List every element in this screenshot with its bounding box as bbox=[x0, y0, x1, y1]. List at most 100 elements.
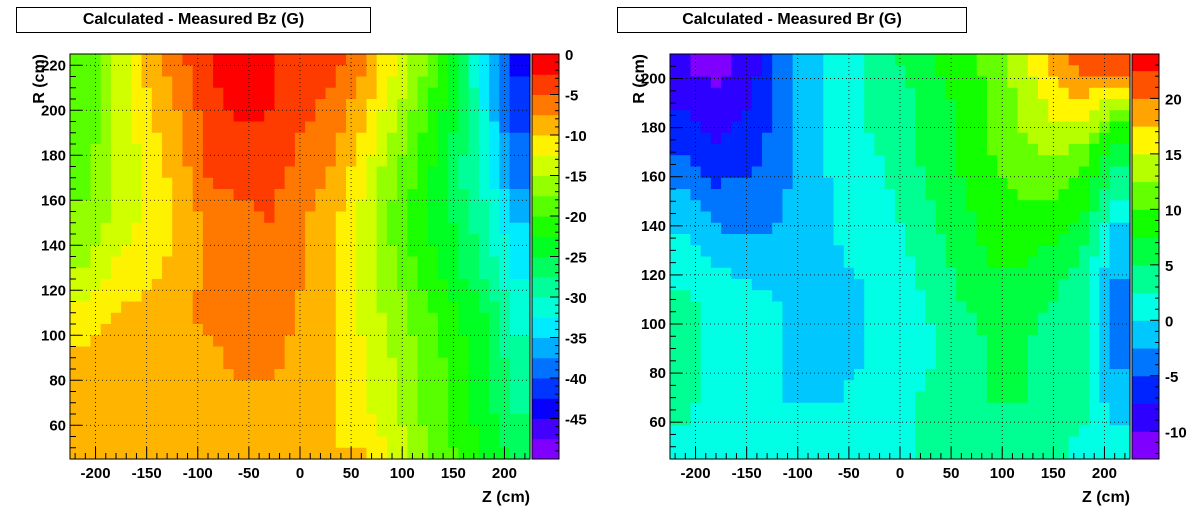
heatmap-cell bbox=[1109, 155, 1121, 168]
x-tick-label: -150 bbox=[732, 465, 762, 482]
heatmap-cell bbox=[448, 267, 460, 280]
heatmap-cell bbox=[751, 301, 763, 314]
heatmap-cell bbox=[1027, 301, 1039, 314]
heatmap-cell bbox=[956, 335, 968, 348]
heatmap-cell bbox=[915, 234, 927, 246]
heatmap-cell bbox=[997, 324, 1008, 336]
heatmap-cell bbox=[731, 211, 743, 224]
heatmap-cell bbox=[151, 110, 163, 123]
heatmap-cell bbox=[710, 380, 722, 393]
color-scale-band bbox=[1132, 375, 1159, 405]
heatmap-cell bbox=[864, 425, 876, 438]
heatmap-cell bbox=[274, 121, 286, 134]
heatmap-cell bbox=[407, 346, 419, 359]
heatmap-cell bbox=[427, 177, 439, 190]
heatmap-cell bbox=[151, 425, 163, 438]
heatmap-cell bbox=[925, 189, 937, 201]
heatmap-cell bbox=[202, 436, 214, 449]
heatmap-cell bbox=[802, 290, 814, 303]
heatmap-cell bbox=[946, 222, 957, 235]
heatmap-cell bbox=[751, 87, 763, 100]
heatmap-cell bbox=[376, 380, 388, 393]
heatmap-cell bbox=[1089, 391, 1100, 404]
heatmap-cell bbox=[1068, 279, 1080, 291]
heatmap-cell bbox=[1038, 132, 1049, 145]
heatmap-cell bbox=[751, 121, 763, 134]
heatmap-cell bbox=[151, 391, 163, 404]
heatmap-cell bbox=[905, 357, 916, 370]
heatmap-cell bbox=[925, 65, 937, 78]
heatmap-cell bbox=[710, 211, 722, 224]
heatmap-cell bbox=[192, 335, 204, 348]
heatmap-cell bbox=[100, 144, 112, 156]
heatmap-cell bbox=[1017, 301, 1029, 314]
heatmap-cell bbox=[325, 132, 337, 145]
heatmap-cell bbox=[468, 132, 480, 145]
heatmap-cell bbox=[192, 279, 204, 291]
heatmap-cell bbox=[284, 312, 296, 325]
heatmap-cell bbox=[182, 65, 194, 78]
heatmap-cell bbox=[151, 245, 163, 258]
heatmap-cell bbox=[233, 312, 245, 325]
heatmap-cell bbox=[1068, 369, 1080, 381]
x-axis-title: Z (cm) bbox=[1082, 489, 1130, 506]
heatmap-cell bbox=[223, 357, 235, 370]
heatmap-cell bbox=[121, 155, 132, 168]
heatmap-cell bbox=[151, 99, 163, 111]
heatmap-cell bbox=[1007, 166, 1019, 179]
heatmap-cell bbox=[1038, 166, 1049, 179]
heatmap-cell bbox=[751, 290, 763, 303]
heatmap-cell bbox=[1099, 121, 1111, 134]
heatmap-cell bbox=[700, 324, 712, 336]
heatmap-cell bbox=[710, 324, 722, 336]
heatmap-cell bbox=[264, 177, 276, 190]
heatmap-cell bbox=[1048, 222, 1060, 235]
heatmap-cell bbox=[366, 436, 378, 449]
heatmap-cell bbox=[833, 335, 845, 348]
heatmap-cell bbox=[284, 335, 296, 348]
heatmap-cell bbox=[254, 99, 265, 111]
heatmap-cell bbox=[223, 324, 235, 336]
heatmap-cell bbox=[864, 65, 876, 78]
heatmap-cell bbox=[315, 402, 327, 415]
heatmap-cell bbox=[1109, 436, 1121, 449]
heatmap-cell bbox=[1119, 155, 1131, 168]
heatmap-cell bbox=[915, 301, 927, 314]
heatmap-cell bbox=[751, 65, 763, 78]
heatmap-cell bbox=[1068, 166, 1080, 179]
heatmap-cell bbox=[366, 177, 378, 190]
color-scale-label: 20 bbox=[1165, 91, 1182, 108]
heatmap-cell bbox=[700, 144, 712, 156]
heatmap-cell bbox=[670, 99, 681, 111]
heatmap-cell bbox=[182, 391, 194, 404]
heatmap-cell bbox=[274, 414, 286, 426]
heatmap-cell bbox=[813, 301, 824, 314]
heatmap-cell bbox=[966, 166, 978, 179]
heatmap-cell bbox=[141, 166, 153, 179]
heatmap-cell bbox=[131, 121, 143, 134]
heatmap-cell bbox=[864, 436, 876, 449]
heatmap-cell bbox=[325, 267, 337, 280]
heatmap-cell bbox=[366, 234, 378, 246]
heatmap-cell bbox=[997, 234, 1008, 246]
color-scale-label: -10 bbox=[565, 128, 587, 145]
heatmap-cell bbox=[915, 211, 927, 224]
heatmap-cell bbox=[905, 144, 916, 156]
heatmap-cell bbox=[935, 267, 947, 280]
heatmap-cell bbox=[478, 436, 490, 449]
heatmap-cell bbox=[376, 200, 388, 213]
heatmap-cell bbox=[172, 312, 184, 325]
heatmap-cell bbox=[905, 391, 916, 404]
heatmap-cell bbox=[417, 132, 429, 145]
heatmap-cell bbox=[417, 245, 429, 258]
heatmap-cell bbox=[519, 256, 531, 269]
heatmap-cell bbox=[417, 414, 429, 426]
heatmap-cell bbox=[966, 65, 978, 78]
heatmap-cell bbox=[823, 436, 835, 449]
heatmap-cell bbox=[670, 324, 681, 336]
heatmap-cell bbox=[772, 267, 784, 280]
heatmap-cell bbox=[884, 324, 896, 336]
heatmap-cell bbox=[110, 144, 122, 156]
heatmap-cell bbox=[386, 256, 398, 269]
heatmap-cell bbox=[141, 335, 153, 348]
